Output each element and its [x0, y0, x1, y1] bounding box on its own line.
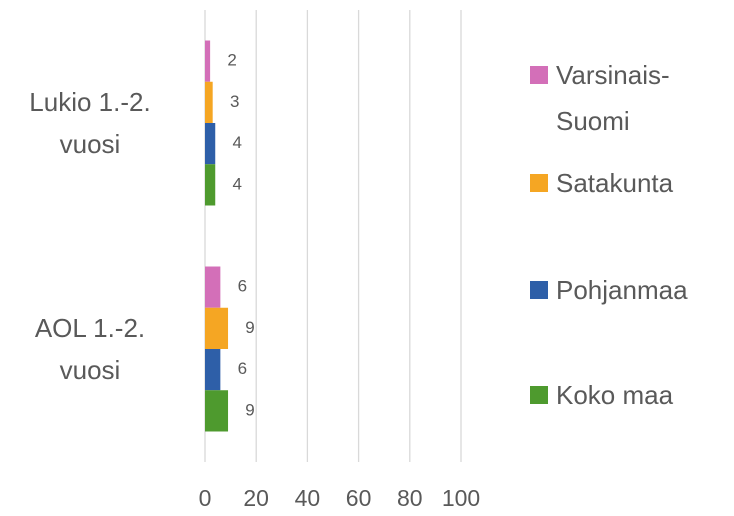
bar: [205, 81, 213, 123]
category-label: Lukio 1.-2. vuosi: [29, 87, 151, 159]
legend-swatch: [530, 66, 548, 84]
bar: [205, 123, 216, 165]
x-tick-label: 100: [442, 485, 480, 511]
legend-swatch: [530, 281, 548, 299]
legend-label: Koko maa: [556, 380, 674, 410]
legend-item: Pohjanmaa: [530, 267, 706, 313]
legend-item: Koko maa: [530, 372, 706, 418]
x-tick-label: 80: [397, 485, 423, 511]
value-label: 6: [238, 359, 247, 378]
value-label: 9: [245, 318, 254, 337]
x-tick-label: 40: [295, 485, 321, 511]
value-label: 4: [233, 133, 242, 152]
value-label: 9: [245, 400, 254, 419]
bar: [205, 390, 229, 432]
legend-item: Varsinais-Suomi: [530, 52, 706, 144]
legend-swatch: [530, 174, 548, 192]
legend-swatch: [530, 386, 548, 404]
legend-label: Satakunta: [556, 168, 674, 198]
category-label: AOL 1.-2. vuosi: [34, 313, 146, 385]
value-label: 2: [227, 51, 236, 70]
value-label: 3: [230, 92, 239, 111]
x-tick-label: 0: [199, 485, 212, 511]
x-tick-label: 60: [346, 485, 372, 511]
bar: [205, 266, 221, 308]
value-label: 6: [238, 277, 247, 296]
legend-label: Varsinais-Suomi: [556, 60, 670, 136]
bar: [205, 40, 211, 82]
bar: [205, 349, 221, 391]
bar: [205, 164, 216, 206]
legend-item: Satakunta: [530, 160, 706, 206]
bar: [205, 307, 229, 349]
value-label: 4: [233, 174, 242, 193]
x-tick-label: 20: [243, 485, 269, 511]
legend-label: Pohjanmaa: [556, 275, 688, 305]
